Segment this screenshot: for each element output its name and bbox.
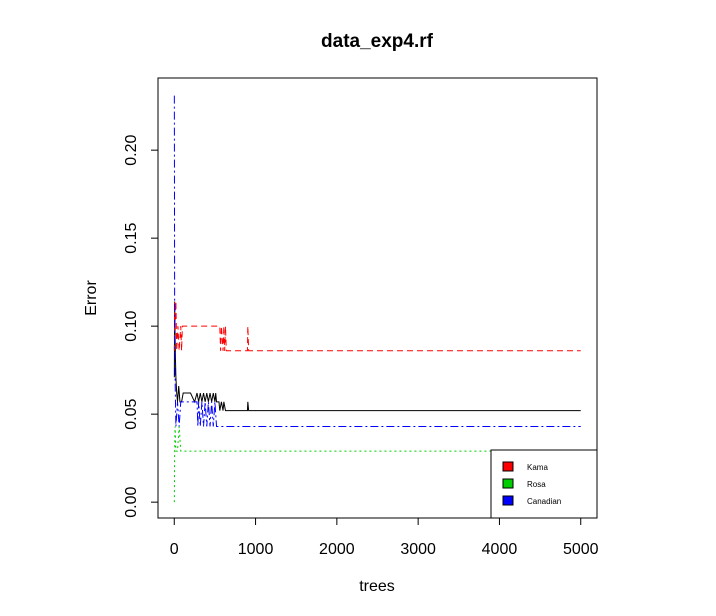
- y-tick-label: 0.15: [123, 222, 140, 253]
- legend: Kama Rosa Canadian: [490, 449, 598, 519]
- x-tick-label: 2000: [319, 541, 355, 558]
- chart-title: data_exp4.rf: [321, 31, 434, 52]
- legend-swatch: [502, 478, 514, 489]
- x-tick-label: 5000: [563, 541, 599, 558]
- legend-label: Canadian: [527, 497, 561, 506]
- y-tick-label: 0.20: [123, 134, 140, 165]
- series-line-1: [173, 301, 581, 412]
- legend-swatch: [502, 495, 514, 506]
- x-tick-label: 1000: [238, 541, 274, 558]
- series-line-2: [173, 301, 581, 352]
- series-layer: [173, 95, 581, 503]
- y-axis: 0.00 0.05 0.10 0.15 0.20: [123, 134, 159, 518]
- series-line-3: [173, 426, 581, 503]
- y-tick-label: 0.10: [123, 310, 140, 341]
- x-axis-label: trees: [359, 578, 395, 595]
- legend-label: Kama: [527, 463, 548, 472]
- legend-swatch: [502, 461, 514, 472]
- y-axis-label: Error: [83, 280, 100, 316]
- x-tick-label: 0: [170, 541, 179, 558]
- legend-label: Rosa: [527, 480, 546, 489]
- x-tick-label: 4000: [482, 541, 518, 558]
- y-tick-label: 0.00: [123, 486, 140, 517]
- x-tick-label: 3000: [400, 541, 436, 558]
- series-line-4: [173, 95, 581, 427]
- x-axis: 0 1000 2000 3000 4000 5000: [170, 517, 599, 558]
- y-tick-label: 0.05: [123, 398, 140, 429]
